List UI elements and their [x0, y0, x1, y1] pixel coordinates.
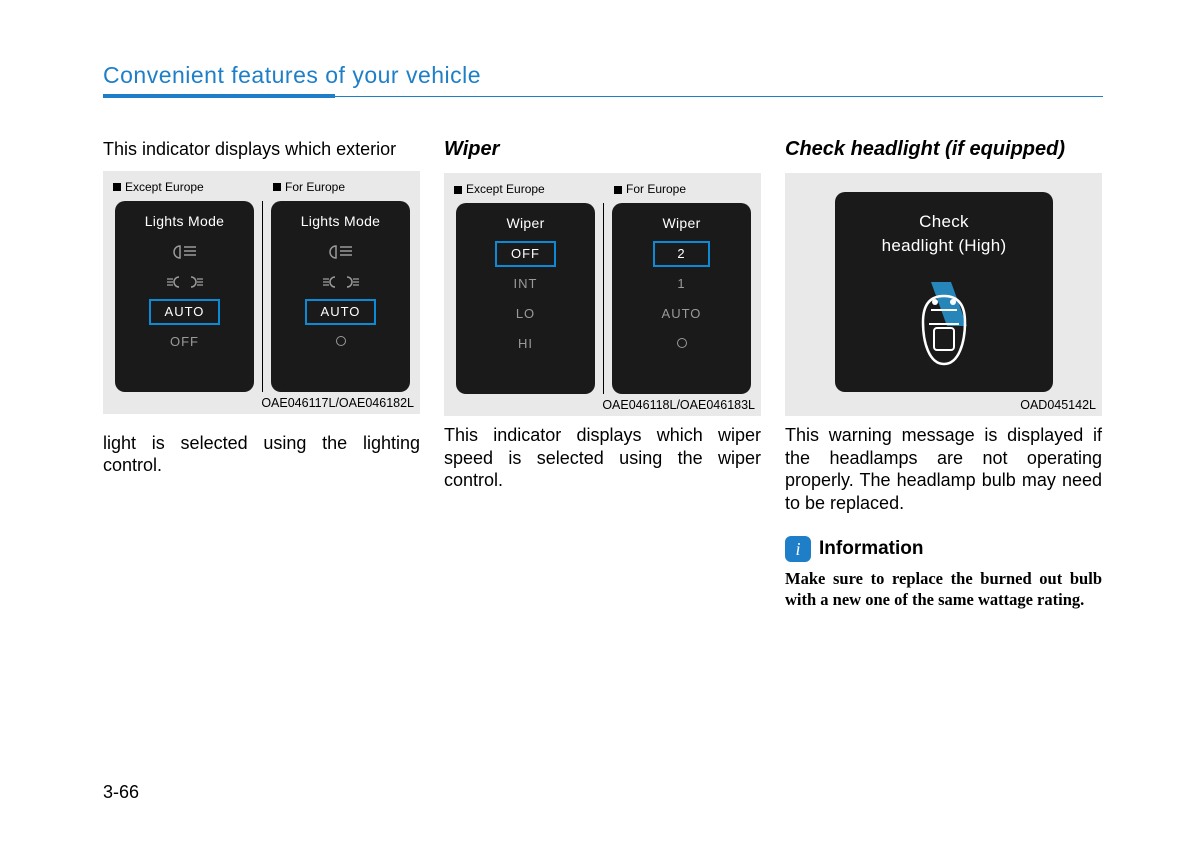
wiper-panel-except-europe: Wiper OFF INT LO HI — [456, 203, 595, 394]
page-number: 3-66 — [103, 782, 139, 803]
row-circle-icon — [271, 327, 410, 357]
header-title: Convenient features of your vehicle — [103, 62, 1103, 89]
wiper-figure: Except Europe For Europe Wiper OFF INT L… — [444, 173, 761, 416]
wiper-panel-for-europe: Wiper 2 1 AUTO — [612, 203, 751, 394]
lights-panel-except-europe: Lights Mode AUTO OFF — [115, 201, 254, 392]
lights-below-text: light is selected using the lighting con… — [103, 432, 420, 477]
fig-label-left: Except Europe — [113, 180, 204, 194]
info-label: Information — [819, 538, 924, 560]
check-below-text: This warning message is displayed if the… — [785, 424, 1102, 514]
fig-label-right: For Europe — [273, 180, 345, 194]
column-wiper: Wiper Except Europe For Europe Wiper OFF… — [444, 138, 761, 611]
vertical-divider — [262, 201, 263, 392]
row-position-light-icon — [115, 267, 254, 297]
row-high-beam-icon — [115, 237, 254, 267]
check-headlight-panel: Check headlight (High) — [835, 192, 1053, 392]
wiper-below-text: This indicator displays which wiper spee… — [444, 424, 761, 492]
row-high-beam-icon — [271, 237, 410, 267]
fig-label-left: Except Europe — [454, 182, 545, 196]
row-selected-off: OFF — [456, 239, 595, 269]
fig-label-right: For Europe — [614, 182, 686, 196]
figure-caption: OAE046118L/OAE046183L — [602, 398, 755, 412]
row-auto: AUTO — [612, 299, 751, 329]
vertical-divider — [603, 203, 604, 394]
page-header: Convenient features of your vehicle — [103, 62, 1103, 97]
row-int: INT — [456, 269, 595, 299]
information-header: i Information — [785, 536, 1102, 562]
row-selected-auto: AUTO — [271, 297, 410, 327]
row-lo: LO — [456, 299, 595, 329]
row-selected-auto: AUTO — [115, 297, 254, 327]
column-lights: This indicator displays which exterior E… — [103, 138, 420, 611]
figure-caption: OAD045142L — [1020, 398, 1096, 412]
check-heading: Check headlight (if equipped) — [785, 138, 1102, 161]
lights-figure: Except Europe For Europe Lights Mode AUT… — [103, 171, 420, 414]
info-icon: i — [785, 536, 811, 562]
panel-title: Wiper — [612, 203, 751, 239]
row-selected-2: 2 — [612, 239, 751, 269]
info-body: Make sure to replace the burned out bulb… — [785, 568, 1102, 611]
content-columns: This indicator displays which exterior E… — [103, 138, 1103, 611]
row-hi: HI — [456, 329, 595, 359]
car-headlight-icon — [889, 264, 999, 374]
panel-title: Wiper — [456, 203, 595, 239]
header-rule — [103, 95, 1103, 97]
row-off: OFF — [115, 327, 254, 357]
check-figure: Check headlight (High) OAD045142L — [785, 173, 1102, 416]
lights-intro-top: This indicator displays which exterior — [103, 138, 420, 161]
row-circle-icon — [612, 329, 751, 359]
row-position-light-icon — [271, 267, 410, 297]
panel-title: Lights Mode — [115, 201, 254, 237]
panel-title: Lights Mode — [271, 201, 410, 237]
wiper-heading: Wiper — [444, 138, 761, 161]
check-panel-text: Check headlight (High) — [835, 192, 1053, 258]
column-check-headlight: Check headlight (if equipped) Check head… — [785, 138, 1102, 611]
lights-panel-for-europe: Lights Mode AUTO — [271, 201, 410, 392]
row-1: 1 — [612, 269, 751, 299]
figure-caption: OAE046117L/OAE046182L — [261, 396, 414, 410]
